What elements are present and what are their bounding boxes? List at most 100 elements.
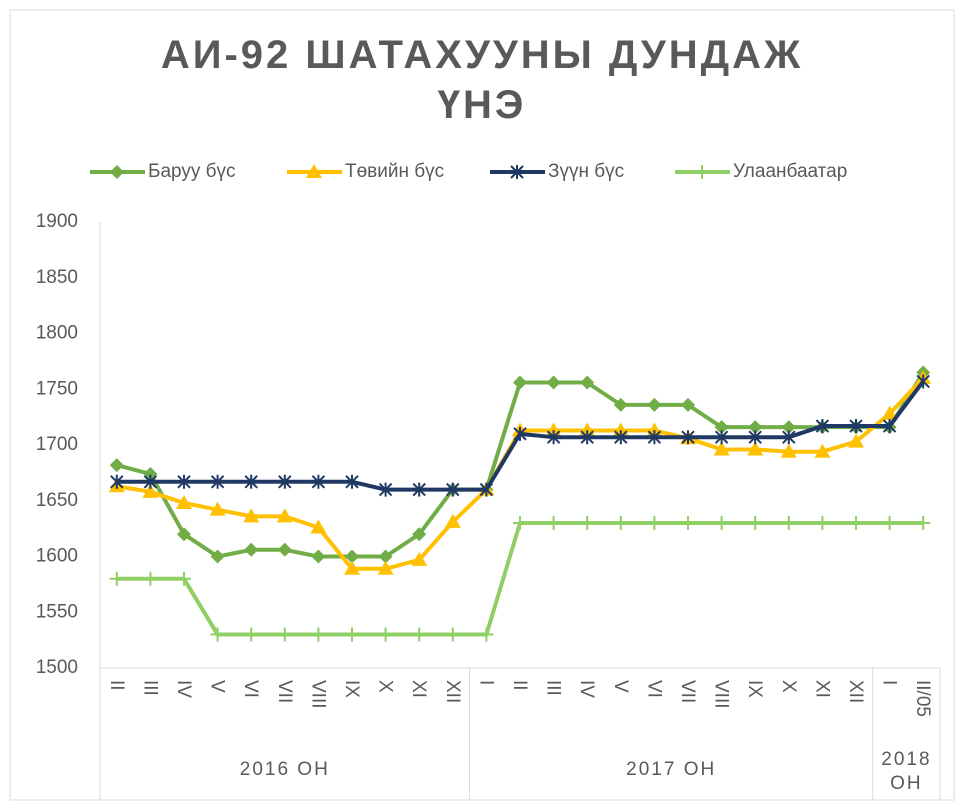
marker xyxy=(580,430,594,445)
marker xyxy=(546,375,561,390)
marker xyxy=(310,519,327,534)
marker-shape xyxy=(345,627,359,642)
marker xyxy=(681,430,695,445)
marker-shape xyxy=(310,519,327,534)
x-tick-label: VIII xyxy=(307,680,328,709)
marker xyxy=(747,441,764,456)
marker-shape xyxy=(210,627,225,642)
marker-shape xyxy=(782,430,796,445)
x-tick-label: V xyxy=(207,680,228,693)
marker xyxy=(614,430,628,445)
marker-shape xyxy=(411,551,428,566)
marker-shape xyxy=(444,513,461,528)
marker xyxy=(143,571,158,586)
legend-label: Баруу бүс xyxy=(148,161,236,182)
marker xyxy=(109,571,124,586)
marker-shape xyxy=(781,516,796,531)
marker-shape xyxy=(695,165,709,179)
marker-shape xyxy=(377,560,394,575)
marker xyxy=(244,474,258,489)
marker-shape xyxy=(277,627,292,642)
marker-shape xyxy=(882,419,897,434)
marker xyxy=(377,560,394,575)
marker xyxy=(714,516,729,531)
marker-shape xyxy=(143,474,158,489)
x-tick-label: VI xyxy=(643,680,664,698)
marker-shape xyxy=(210,474,225,489)
marker-shape xyxy=(176,494,192,509)
marker-shape xyxy=(510,165,524,179)
marker-shape xyxy=(278,474,292,489)
x-tick-label: I xyxy=(879,680,900,685)
marker-shape xyxy=(244,627,259,642)
marker xyxy=(713,441,730,456)
marker xyxy=(344,560,360,575)
marker-shape xyxy=(614,430,628,445)
marker-shape xyxy=(311,549,326,564)
marker-shape xyxy=(713,441,730,456)
y-tick-label: 1800 xyxy=(36,323,78,344)
marker-shape xyxy=(613,516,628,531)
marker xyxy=(277,627,292,642)
marker-shape xyxy=(378,549,393,564)
x-tick-label: XII xyxy=(442,680,463,703)
marker-shape xyxy=(109,571,124,586)
marker-shape xyxy=(748,516,763,531)
marker-shape xyxy=(647,430,662,445)
marker xyxy=(176,494,192,509)
marker xyxy=(345,549,359,564)
marker-shape xyxy=(513,426,527,441)
marker-shape xyxy=(546,375,561,390)
x-tick-label: X xyxy=(778,680,799,693)
marker-shape xyxy=(681,430,695,445)
marker-shape xyxy=(177,527,191,542)
marker xyxy=(378,627,393,642)
marker-shape xyxy=(143,571,158,586)
marker xyxy=(510,165,524,179)
marker-shape xyxy=(781,420,796,435)
legend-label: Улаанбаатар xyxy=(733,161,847,182)
marker-shape xyxy=(613,397,628,412)
marker xyxy=(311,627,326,642)
marker xyxy=(446,482,460,497)
marker-shape xyxy=(479,627,494,642)
marker xyxy=(681,397,695,412)
x-tick-label: IV xyxy=(576,680,597,698)
marker xyxy=(445,627,460,642)
marker xyxy=(479,627,494,642)
x-tick-label: XII xyxy=(845,680,866,703)
legend-label: Зүүн бүс xyxy=(548,161,624,182)
marker xyxy=(276,508,293,523)
y-tick-label: 1700 xyxy=(36,434,78,455)
marker-shape xyxy=(681,397,695,412)
x-tick-label: IX xyxy=(341,680,362,698)
marker xyxy=(412,482,426,497)
marker xyxy=(849,516,863,531)
marker xyxy=(306,164,322,178)
marker xyxy=(244,542,259,557)
marker xyxy=(546,516,561,531)
marker-shape xyxy=(815,419,830,434)
marker xyxy=(849,419,863,434)
marker-shape xyxy=(748,420,763,435)
marker xyxy=(210,627,225,642)
marker-shape xyxy=(747,441,764,456)
x-tick-label: II/05 xyxy=(912,680,933,717)
x-tick-label: V xyxy=(610,680,631,693)
marker xyxy=(815,516,830,531)
marker-shape xyxy=(580,430,594,445)
marker-shape xyxy=(311,627,326,642)
y-tick-label: 1850 xyxy=(36,267,78,288)
marker-shape xyxy=(412,527,427,542)
marker-shape xyxy=(244,542,259,557)
marker-shape xyxy=(882,516,897,531)
marker-shape xyxy=(142,483,159,498)
marker-shape xyxy=(580,516,595,531)
marker xyxy=(345,474,359,489)
marker xyxy=(647,430,662,445)
marker-shape xyxy=(445,627,460,642)
x-tick-label: IV xyxy=(173,680,194,698)
marker-shape xyxy=(916,516,931,531)
marker-shape xyxy=(815,516,830,531)
